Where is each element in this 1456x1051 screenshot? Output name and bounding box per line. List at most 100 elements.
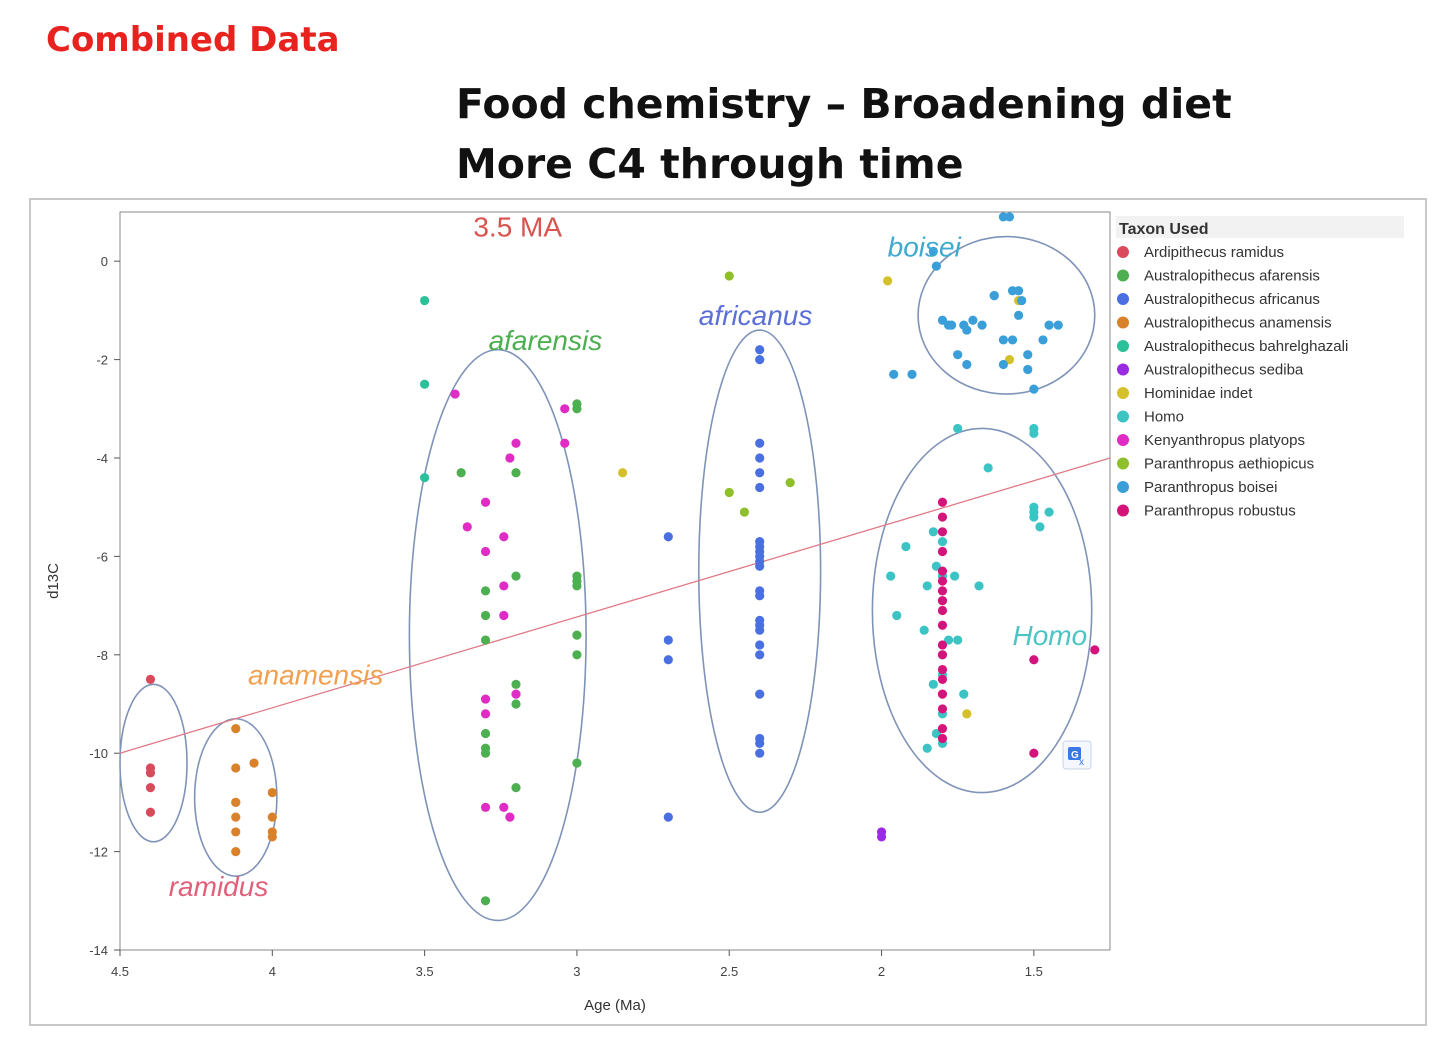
data-point (499, 532, 509, 542)
data-point (755, 650, 765, 660)
svg-text:x: x (1079, 757, 1084, 768)
x-tick-label: 4 (269, 964, 276, 979)
annotation-label: ramidus (169, 871, 269, 902)
data-point (937, 724, 948, 734)
annotation-label: boisei (888, 231, 962, 262)
data-point (962, 359, 972, 370)
data-point (937, 527, 948, 537)
slide-title-line-2: More C4 through time (456, 140, 964, 188)
y-tick-label: -14 (89, 943, 108, 958)
x-tick-label: 3 (573, 964, 580, 979)
data-point (755, 640, 765, 650)
legend-entry: Hominidae indet (1144, 385, 1253, 402)
data-point (968, 315, 978, 325)
data-point (480, 728, 491, 739)
data-point (505, 812, 515, 822)
data-point (1044, 507, 1054, 517)
data-point (998, 335, 1008, 345)
data-point (480, 635, 491, 645)
legend-marker (1117, 316, 1129, 329)
data-points (145, 212, 1100, 906)
data-point (1044, 320, 1054, 330)
data-point (663, 655, 673, 665)
legend-marker (1117, 410, 1129, 423)
data-point (892, 610, 902, 621)
data-point (937, 689, 948, 699)
data-point (937, 497, 948, 507)
data-point (876, 832, 887, 842)
slide-title-line-1: Food chemistry – Broadening diet (456, 80, 1232, 128)
x-axis: 4.5 4 3.5 3 2.5 2 1.5 (111, 950, 1043, 979)
data-point (901, 541, 911, 552)
legend-marker (1117, 481, 1129, 493)
data-point (572, 630, 582, 640)
data-point (974, 581, 984, 591)
group-ellipse (917, 235, 1096, 395)
data-point (937, 586, 948, 596)
x-tick-label: 4.5 (111, 964, 129, 979)
annotation-label: anamensis (248, 659, 383, 690)
data-point (1023, 350, 1033, 360)
data-point (1017, 295, 1027, 306)
data-point (560, 404, 570, 414)
data-point (480, 610, 491, 621)
data-point (511, 468, 521, 478)
annotation-label: africanus (699, 300, 813, 331)
data-point (1038, 335, 1048, 345)
y-axis: 0 -2 -4 -6 -8 -10 -12 -14 (89, 254, 120, 958)
legend-marker (1117, 504, 1129, 517)
data-point (231, 724, 241, 734)
data-point (663, 812, 673, 822)
legend-entry: Paranthropus aethiopicus (1144, 456, 1314, 473)
group-ellipses (119, 235, 1096, 922)
y-tick-label: 0 (101, 254, 108, 269)
translate-icon[interactable]: G x (1062, 740, 1092, 770)
data-point (1029, 748, 1039, 758)
data-point (249, 758, 259, 768)
legend-entry: Paranthropus boisei (1144, 479, 1277, 496)
data-point (937, 546, 948, 557)
data-point (919, 625, 929, 635)
data-point (462, 522, 472, 532)
data-point (1023, 364, 1033, 375)
data-point (420, 473, 430, 483)
annotation-label: afarensis (489, 325, 603, 356)
data-point (937, 512, 948, 522)
y-tick-label: -8 (96, 648, 108, 663)
data-point (663, 635, 673, 645)
legend-entry: Australopithecus bahrelghazali (1144, 338, 1348, 355)
data-point (511, 699, 521, 709)
data-point (480, 586, 491, 596)
data-point (953, 350, 963, 360)
data-point (755, 355, 765, 365)
data-point (953, 423, 963, 434)
annotations: 3.5 MA afarensis africanus boisei anamensis r… (169, 212, 1087, 902)
data-point (937, 566, 948, 576)
legend-title-bg (1116, 216, 1404, 238)
data-point (267, 832, 277, 842)
data-point (480, 546, 491, 557)
data-point (231, 827, 241, 837)
legend-entry: Australopithecus sediba (1144, 362, 1304, 379)
y-axis-label: d13C (45, 563, 62, 599)
group-ellipse (697, 329, 822, 814)
data-point (420, 379, 430, 389)
data-point (907, 369, 917, 379)
legend-entry: Australopithecus africanus (1144, 291, 1320, 308)
data-point (505, 453, 515, 463)
data-point (499, 610, 509, 621)
annotation-label: 3.5 MA (473, 212, 562, 243)
data-point (511, 679, 521, 689)
data-point (1004, 212, 1015, 222)
data-point (886, 571, 896, 581)
data-point (480, 709, 491, 719)
data-point (572, 404, 582, 414)
legend-entry: Australopithecus anamensis (1144, 315, 1332, 332)
data-point (937, 537, 948, 547)
data-point (499, 581, 509, 591)
x-axis-label: Age (Ma) (584, 997, 646, 1014)
data-point (663, 532, 673, 542)
data-point (420, 295, 430, 306)
data-point (1004, 355, 1015, 365)
